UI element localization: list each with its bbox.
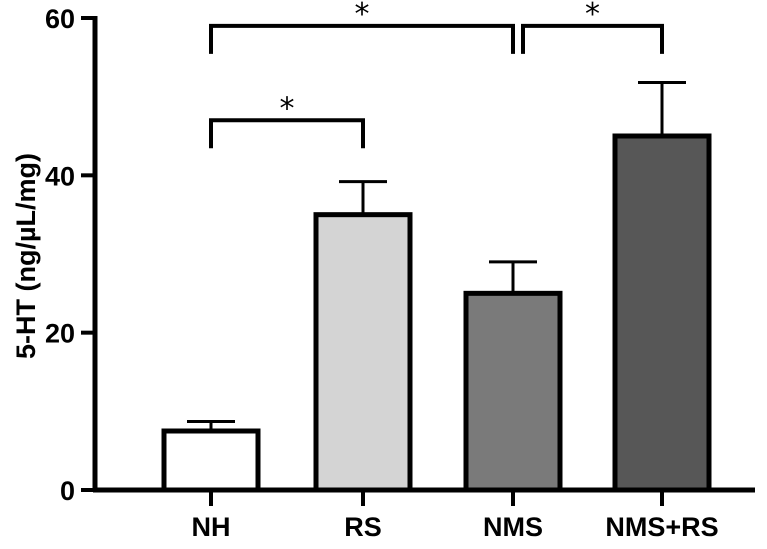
y-axis-title: 5-HT (ng/µL/mg) — [11, 153, 41, 359]
significance-star: * — [355, 0, 370, 32]
y-tick-labels: 0 20 40 60 — [45, 4, 75, 506]
y-tick-label: 40 — [45, 161, 75, 191]
x-tick-label: NMS+RS — [605, 512, 718, 542]
x-tick-label: NH — [192, 512, 231, 542]
significance-star: * — [585, 0, 600, 32]
significance-bracket — [209, 118, 365, 149]
significance-bracket — [521, 23, 664, 54]
y-axis-title-group: 5-HT (ng/µL/mg) — [11, 153, 41, 359]
significance-star: * — [280, 91, 295, 126]
x-tick-label: NMS — [483, 512, 543, 542]
error-bars — [187, 81, 686, 431]
bar-nms-rs — [612, 133, 712, 493]
y-tick-label: 0 — [60, 476, 75, 506]
x-tick-labels: NH RS NMS NMS+RS — [192, 512, 719, 542]
bar-rs — [313, 212, 413, 493]
y-tick-label: 20 — [45, 319, 75, 349]
y-tick-label: 60 — [45, 4, 75, 34]
axes — [81, 16, 755, 506]
x-tick-label: RS — [344, 512, 382, 542]
significance-bracket — [209, 23, 515, 54]
bar-nh — [161, 428, 261, 493]
bar-nms — [463, 290, 563, 493]
bars — [161, 133, 712, 493]
significance-brackets: * * * — [209, 0, 664, 149]
